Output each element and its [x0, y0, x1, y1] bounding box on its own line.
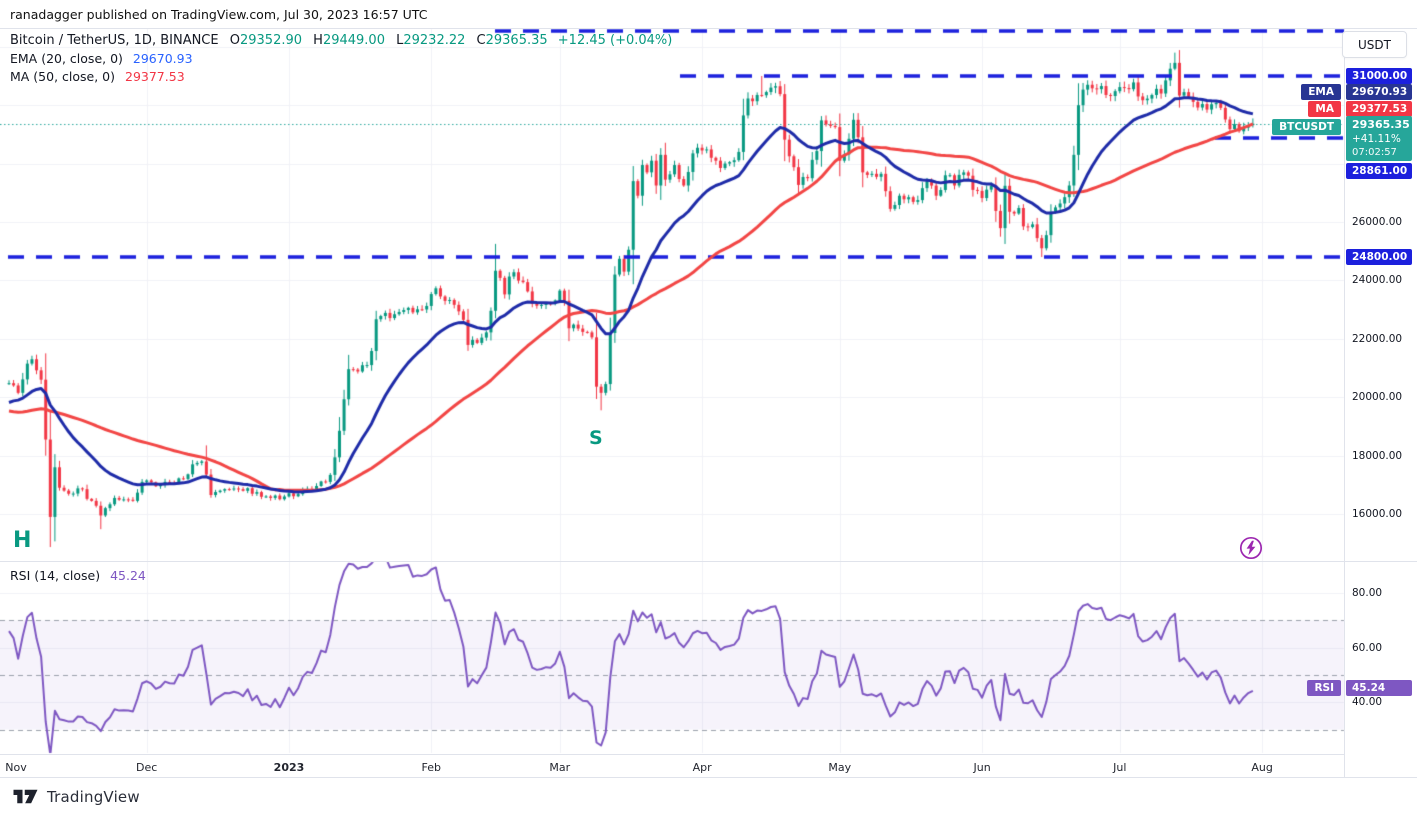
time-axis-label-2023: 2023 — [273, 761, 305, 774]
price-axis[interactable]: 26000.00 24000.00 22000.00 20000.00 18000.00… — [1345, 0, 1417, 815]
price-axis-label-18000: 18000.00 — [1352, 450, 1403, 462]
currency-toggle-button[interactable]: USDT — [1342, 31, 1407, 58]
price-chart-canvas[interactable] — [0, 0, 1345, 780]
rsi-axis-label-40: 40.00 — [1352, 696, 1383, 708]
rsi-axis-label-60: 60.00 — [1352, 642, 1383, 654]
rsi-value-label: 45.24 — [1346, 680, 1412, 696]
lightning-icon[interactable] — [1239, 536, 1263, 560]
chart-bottom-border — [0, 777, 1417, 778]
ema-study-title: EMA (20, close, 0) — [10, 51, 123, 66]
symbol-label-change: +41.11% — [1352, 133, 1401, 145]
price-axis-label-16000: 16000.00 — [1352, 508, 1403, 520]
ma-legend-row[interactable]: MA (50, close, 0) 29377.53 — [10, 69, 672, 84]
close-letter: C — [476, 33, 486, 48]
rsi-study-title: RSI (14, close) — [10, 568, 101, 583]
open-letter: O — [229, 33, 240, 48]
rsi-study-value: 45.24 — [110, 568, 146, 583]
level-label-31000.00: 31000.00 — [1346, 68, 1412, 84]
ema-legend-row[interactable]: EMA (20, close, 0) 29670.93 — [10, 51, 672, 66]
low-value: 29232.22 — [403, 33, 466, 48]
chart-top-border — [0, 28, 1417, 29]
time-axis-label-apr: Apr — [692, 761, 712, 774]
ema-study-value: 29670.93 — [132, 51, 193, 66]
time-axis-label-jun: Jun — [973, 761, 991, 774]
time-axis-label-aug: Aug — [1251, 761, 1273, 774]
level-label-24800.00: 24800.00 — [1346, 249, 1412, 265]
open-value: 29352.90 — [239, 33, 303, 48]
change-value: +12.45 (+0.04%) — [557, 33, 673, 48]
low-letter: L — [396, 33, 404, 48]
ema-value-label: 29670.93 — [1346, 84, 1412, 100]
symbol-price-label: 29365.35 +41.11% 07:02:57 — [1346, 116, 1412, 161]
time-axis-label-mar: Mar — [549, 761, 571, 774]
time-axis-label-dec: Dec — [136, 761, 158, 774]
rsi-legend-row[interactable]: RSI (14, close) 45.24 — [10, 568, 146, 583]
ma-study-value: 29377.53 — [125, 69, 185, 84]
tradingview-brand-text: TradingView — [47, 787, 140, 806]
rsi-chip: RSI — [1307, 680, 1341, 696]
symbol-label-price: 29365.35 — [1352, 118, 1410, 131]
price-axis-label-20000: 20000.00 — [1352, 391, 1403, 403]
symbol-title: Bitcoin / TetherUS, 1D, BINANCE — [10, 33, 219, 48]
level-label-28861.00: 28861.00 — [1346, 163, 1412, 179]
time-axis-label-feb: Feb — [421, 761, 442, 774]
ma-chip: MA — [1308, 101, 1341, 117]
time-axis-label-may: May — [828, 761, 852, 774]
price-axis-border — [1344, 28, 1345, 777]
price-axis-label-24000: 24000.00 — [1352, 274, 1403, 286]
high-letter: H — [313, 33, 323, 48]
tradingview-logo-icon — [13, 789, 38, 804]
pane-separator[interactable] — [0, 561, 1417, 562]
tradingview-brand-link[interactable]: TradingView — [12, 786, 140, 807]
ma-value-label: 29377.53 — [1346, 101, 1412, 117]
ema-chip: EMA — [1301, 84, 1341, 100]
chart-legend: Bitcoin / TetherUS, 1D, BINANCE O29352.9… — [10, 33, 672, 87]
annotation-letter-h[interactable]: H — [13, 528, 32, 553]
symbol-label-countdown: 07:02:57 — [1352, 147, 1397, 158]
time-axis-label-nov: Nov — [5, 761, 27, 774]
rsi-axis-label-80: 80.00 — [1352, 587, 1383, 599]
annotation-letter-s[interactable]: S — [589, 427, 603, 449]
symbol-legend-row[interactable]: Bitcoin / TetherUS, 1D, BINANCE O29352.9… — [10, 33, 672, 48]
time-axis-label-jul: Jul — [1113, 761, 1127, 774]
ma-study-title: MA (50, close, 0) — [10, 69, 116, 84]
price-axis-label-22000: 22000.00 — [1352, 333, 1403, 345]
symbol-chip: BTCUSDT — [1272, 119, 1341, 135]
high-value: 29449.00 — [322, 33, 385, 48]
close-value: 29365.35 — [485, 33, 548, 48]
time-axis[interactable]: Nov Dec 2023 Feb Mar Apr May Jun Jul Aug — [0, 754, 1345, 778]
price-axis-label-26000: 26000.00 — [1352, 216, 1403, 228]
